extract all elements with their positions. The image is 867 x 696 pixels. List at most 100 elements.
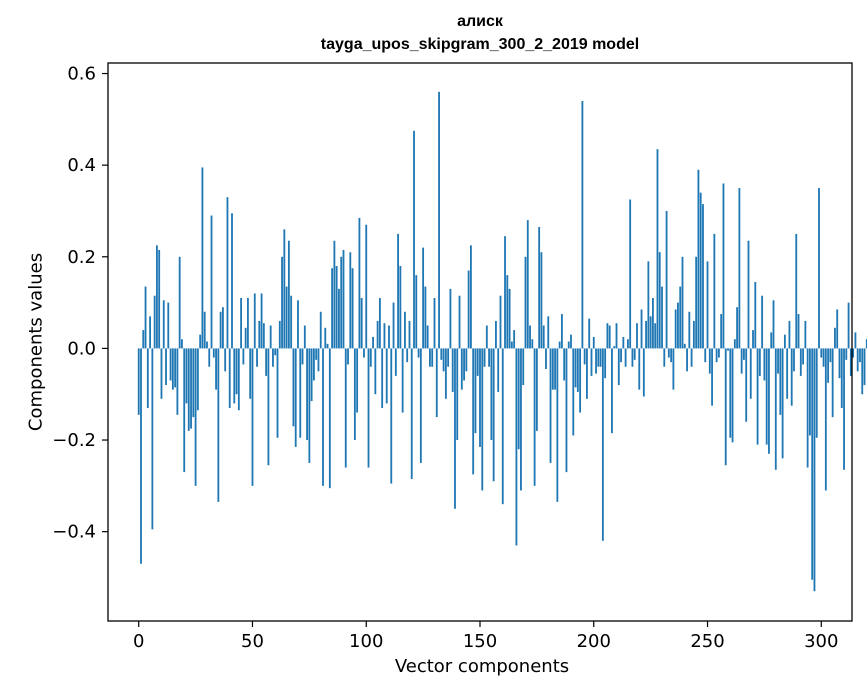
bar <box>495 320 497 349</box>
bar <box>249 348 252 399</box>
bar <box>165 348 167 386</box>
chart-subtitle: tayga_upos_skipgram_300_2_2019 model <box>320 36 640 53</box>
bar <box>499 295 502 349</box>
bar <box>863 348 866 386</box>
bar <box>756 348 759 445</box>
bar <box>228 348 231 408</box>
bar <box>517 348 520 450</box>
bar <box>529 325 531 349</box>
bar <box>631 348 634 367</box>
bar <box>845 348 848 360</box>
bar <box>326 343 329 349</box>
bar <box>811 348 814 580</box>
bar <box>313 348 315 381</box>
bar <box>761 295 764 349</box>
bar <box>167 302 170 349</box>
bar <box>711 348 713 406</box>
bar <box>262 323 265 349</box>
bar <box>142 330 145 349</box>
bar <box>247 298 249 349</box>
bar <box>351 268 354 349</box>
bar <box>256 348 258 367</box>
bar <box>212 348 215 358</box>
y-axis-label: Components values <box>25 252 47 432</box>
bar <box>820 348 823 358</box>
bar <box>763 348 766 381</box>
bar <box>545 348 547 370</box>
x-tick-label: 100 <box>349 631 383 652</box>
bar <box>447 348 450 367</box>
bar <box>567 341 570 349</box>
bar <box>547 316 550 349</box>
x-axis-ticks: 0 50 100 150 200 250 300 <box>133 621 838 652</box>
bar <box>576 348 579 392</box>
bar <box>670 348 673 363</box>
bar <box>226 197 229 349</box>
bar <box>770 332 773 349</box>
bar <box>431 348 434 367</box>
bar <box>419 348 422 463</box>
bar <box>160 348 163 399</box>
bar <box>779 348 782 415</box>
bar <box>290 295 293 349</box>
y-tick-label: 0.0 <box>67 338 96 359</box>
bar <box>363 348 365 358</box>
bar <box>413 130 415 349</box>
bar <box>328 348 331 489</box>
bar <box>592 336 595 349</box>
bar <box>522 348 525 386</box>
bar <box>818 188 820 349</box>
bar <box>565 348 568 473</box>
bar <box>745 348 748 422</box>
bar <box>438 91 440 349</box>
bar <box>149 316 151 349</box>
bar <box>187 348 190 431</box>
bar <box>638 348 641 390</box>
bar <box>774 348 777 470</box>
bar <box>590 348 593 376</box>
bar <box>349 252 352 349</box>
bar <box>283 229 286 349</box>
bar <box>799 348 802 376</box>
bar <box>672 348 675 390</box>
bar <box>617 348 620 386</box>
bar <box>310 348 313 402</box>
bar <box>497 348 500 392</box>
bar <box>297 300 299 349</box>
bar <box>192 348 195 418</box>
bar <box>549 348 552 463</box>
bar <box>795 233 798 349</box>
bar <box>299 348 302 438</box>
bar <box>233 348 236 404</box>
bar <box>849 348 852 376</box>
bar <box>581 101 584 349</box>
bar <box>501 348 504 505</box>
bar <box>667 348 670 358</box>
bar <box>690 348 693 367</box>
bar <box>647 261 650 349</box>
bar <box>747 240 750 349</box>
x-tick-label: 150 <box>463 631 497 652</box>
bar <box>258 320 261 349</box>
bar <box>777 348 779 374</box>
bar <box>556 348 559 502</box>
bar <box>829 348 832 363</box>
bar <box>654 323 657 349</box>
bar <box>169 348 172 381</box>
bar <box>183 348 186 473</box>
bar <box>642 348 645 397</box>
bar <box>722 183 725 349</box>
bar <box>615 323 618 349</box>
bar <box>240 298 243 349</box>
bar <box>358 217 361 349</box>
bar <box>201 167 204 349</box>
bar <box>697 169 700 349</box>
bar <box>467 270 470 349</box>
bar <box>272 348 274 367</box>
bar <box>303 325 306 349</box>
bar <box>388 325 390 349</box>
bar <box>199 334 202 349</box>
bar <box>533 348 536 486</box>
bar <box>433 298 436 349</box>
bar <box>347 348 349 365</box>
